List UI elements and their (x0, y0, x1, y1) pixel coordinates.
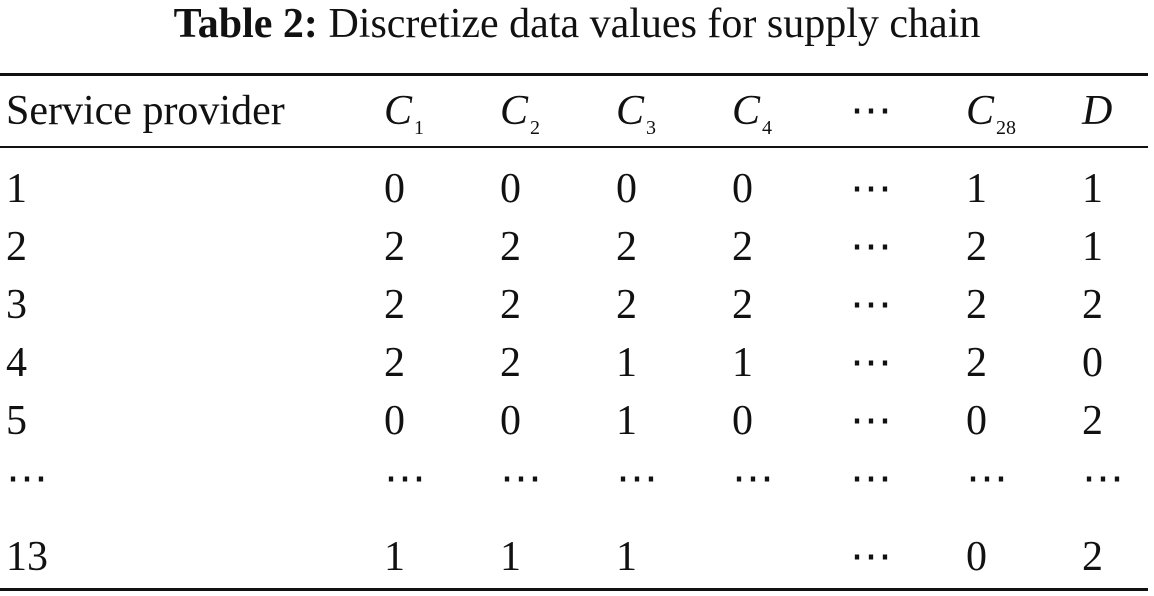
caption-label: Table 2: (173, 1, 318, 47)
table-cell: 1 (732, 340, 753, 386)
row-service-provider: ⋯ (6, 456, 48, 502)
row-service-provider: 4 (6, 340, 27, 386)
table-cell: ⋯ (616, 456, 658, 502)
table-cell: 2 (384, 340, 405, 386)
table-cell: 1 (384, 534, 405, 580)
table-cell: 0 (1082, 340, 1103, 386)
row-service-provider: 1 (6, 166, 27, 212)
table-cell: ⋯ (384, 456, 426, 502)
header-ellipsis: ⋯ (850, 88, 892, 134)
table-cell: 1 (966, 166, 987, 212)
top-rule (0, 73, 1148, 76)
table-cell: ⋯ (850, 340, 892, 386)
table-cell: 2 (966, 340, 987, 386)
table-row: 3 2 2 2 2 ⋯ 2 2 (0, 276, 1154, 334)
table-cell: 0 (384, 398, 405, 444)
header-rule (0, 146, 1148, 148)
table-cell: ⋯ (732, 456, 774, 502)
caption-text: Discretize data values for supply chain (328, 1, 981, 47)
table-cell: 2 (616, 224, 637, 270)
table-cell: ⋯ (850, 166, 892, 212)
table-cell: 2 (500, 224, 521, 270)
table-row: 1 0 0 0 0 ⋯ 1 1 (0, 160, 1154, 218)
table-cell: 2 (1082, 398, 1103, 444)
table-cell: 0 (500, 398, 521, 444)
table-cell: 1 (616, 340, 637, 386)
header-c28: C 28 (966, 88, 1017, 139)
table-cell: 0 (500, 166, 521, 212)
table-cell: 0 (384, 166, 405, 212)
table-cell: 0 (966, 398, 987, 444)
table-cell: ⋯ (500, 456, 542, 502)
table-cell: ⋯ (850, 456, 892, 502)
table-cell: ⋯ (1082, 456, 1124, 502)
table-cell: 2 (966, 282, 987, 328)
table-cell: ⋯ (850, 398, 892, 444)
table-cell: 2 (1082, 282, 1103, 328)
table-cell: ⋯ (966, 456, 1008, 502)
table-cell: 2 (500, 282, 521, 328)
table-cell: 0 (966, 534, 987, 580)
header-d: D (1082, 88, 1113, 134)
header-service-provider: Service provider (6, 88, 285, 134)
table-cell: 2 (732, 224, 753, 270)
table-cell: 1 (616, 534, 637, 580)
table-row: 5 0 0 1 0 ⋯ 0 2 (0, 392, 1154, 450)
table-cell: 2 (384, 224, 405, 270)
table-cell: 2 (1082, 534, 1103, 580)
table-cell: 1 (616, 398, 637, 444)
table-cell: 1 (500, 534, 521, 580)
table-cell: 1 (1082, 166, 1103, 212)
table-cell: 1 (1082, 224, 1103, 270)
table-row: 4 2 2 1 1 ⋯ 2 0 (0, 334, 1154, 392)
table-cell: ⋯ (850, 224, 892, 270)
table-row: ⋯ ⋯ ⋯ ⋯ ⋯ ⋯ ⋯ ⋯ (0, 450, 1154, 508)
bottom-rule (0, 588, 1148, 591)
table-cell: 2 (500, 340, 521, 386)
row-service-provider: 3 (6, 282, 27, 328)
table-cell: ⋯ (850, 282, 892, 328)
table-cell: 2 (966, 224, 987, 270)
table-row: 2 2 2 2 2 ⋯ 2 1 (0, 218, 1154, 276)
table-cell: 0 (732, 166, 753, 212)
table-cell: 2 (384, 282, 405, 328)
row-service-provider: 13 (6, 534, 48, 580)
table-cell: 0 (732, 398, 753, 444)
row-service-provider: 2 (6, 224, 27, 270)
table-cell: 2 (732, 282, 753, 328)
table-cell: 2 (616, 282, 637, 328)
row-service-provider: 5 (6, 398, 27, 444)
table-caption: Table 2: Discretize data values for supp… (0, 0, 1154, 52)
table-row: 13 1 1 1 ⋯ 0 2 (0, 528, 1154, 586)
table-cell: ⋯ (850, 534, 892, 580)
table-cell: 0 (616, 166, 637, 212)
